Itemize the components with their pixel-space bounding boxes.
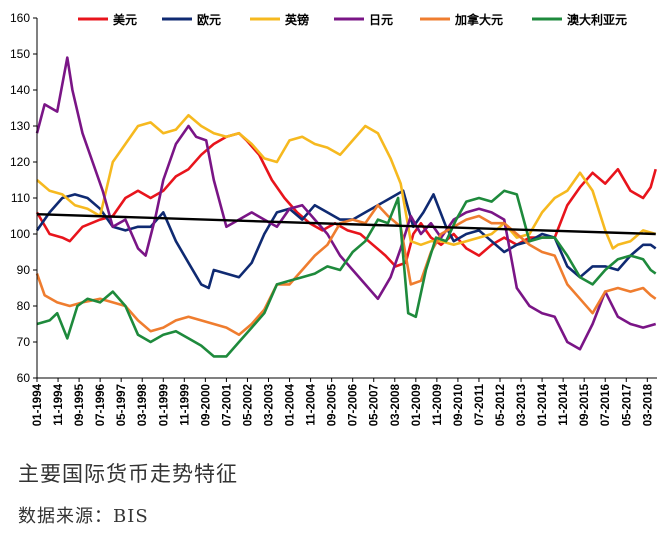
x-tick-label: 03-2018 — [642, 383, 654, 426]
legend-label-0: 美元 — [113, 12, 137, 27]
x-tick-label: 05-2002 — [242, 384, 254, 426]
x-tick-label: 07-2016 — [600, 384, 612, 426]
x-tick-label: 11-1999 — [179, 384, 191, 426]
x-tick-label: 09-2010 — [453, 384, 465, 426]
x-tick-label: 03-2003 — [264, 384, 276, 426]
x-tick-label: 05-2007 — [369, 384, 381, 426]
series-line-3 — [35, 56, 657, 351]
y-tick-label: 130 — [10, 119, 30, 133]
x-tick-label: 01-2009 — [411, 384, 423, 426]
y-tick-label: 150 — [10, 47, 30, 61]
x-tick-label: 07-2001 — [221, 383, 233, 426]
legend: 美元 欧元 英镑 日元 加拿大元 澳大利亚元 — [78, 12, 627, 27]
x-tick-label: 11-1994 — [53, 383, 65, 425]
y-tick-label: 110 — [11, 191, 30, 205]
trend-line — [36, 213, 656, 236]
x-axis: 01-1994 11-1994 09-1995 07-1996 05-1997 03-19… — [32, 377, 657, 426]
x-tick-label: 01-2004 — [285, 383, 297, 426]
y-axis: 60 70 80 90 100 110 120 130 140 150 160 — [10, 11, 38, 385]
legend-label-5: 澳大利亚元 — [567, 12, 627, 27]
x-tick-label: 07-2011 — [474, 383, 486, 425]
x-tick-label: 01-1999 — [158, 384, 170, 426]
x-tick-label: 11-2009 — [432, 384, 444, 426]
caption-source: 数据来源：BIS — [18, 506, 149, 527]
x-tick-label: 11-2004 — [306, 383, 318, 425]
x-tick-label: 01-2014 — [537, 383, 549, 426]
series-line-2 — [36, 113, 657, 250]
x-tick-label: 01-1994 — [32, 383, 44, 426]
y-tick-label: 100 — [10, 227, 30, 241]
legend-label-1: 欧元 — [197, 12, 221, 27]
legend-label-2: 英镑 — [285, 12, 309, 27]
x-tick-label: 07-1996 — [95, 384, 107, 426]
x-tick-label: 05-2012 — [495, 384, 507, 426]
x-tick-label: 05-2017 — [621, 384, 633, 426]
x-tick-label: 09-2005 — [327, 383, 339, 426]
line-chart: 美元 欧元 英镑 日元 加拿大元 澳大利亚元 60 70 80 90 100 110 120 130 14… — [10, 11, 657, 426]
y-tick-label: 90 — [17, 263, 31, 277]
x-tick-label: 03-1998 — [137, 383, 149, 426]
plot-area — [35, 56, 657, 358]
y-tick-label: 60 — [17, 371, 31, 385]
legend-label-3: 日元 — [369, 13, 393, 27]
legend-label-4: 加拿大元 — [454, 12, 503, 27]
y-tick-label: 120 — [10, 155, 30, 169]
x-tick-label: 11-2014 — [558, 383, 570, 425]
x-tick-label: 09-2015 — [579, 383, 591, 426]
x-tick-label: 09-2000 — [200, 384, 212, 426]
x-tick-label: 03-2013 — [516, 384, 528, 426]
series-line-4 — [35, 203, 657, 337]
y-tick-label: 80 — [17, 299, 31, 313]
y-tick-label: 160 — [10, 11, 30, 25]
series-line-0 — [35, 131, 657, 268]
y-tick-label: 70 — [17, 335, 31, 349]
caption-title: 主要国际货币走势特征 — [18, 462, 238, 486]
x-tick-label: 05-1997 — [116, 384, 128, 426]
x-tick-label: 09-1995 — [74, 383, 86, 426]
y-tick-label: 140 — [10, 83, 30, 97]
series-line-5 — [36, 189, 657, 358]
x-tick-label: 07-2006 — [348, 384, 360, 426]
x-tick-label: 03-2008 — [390, 383, 402, 426]
